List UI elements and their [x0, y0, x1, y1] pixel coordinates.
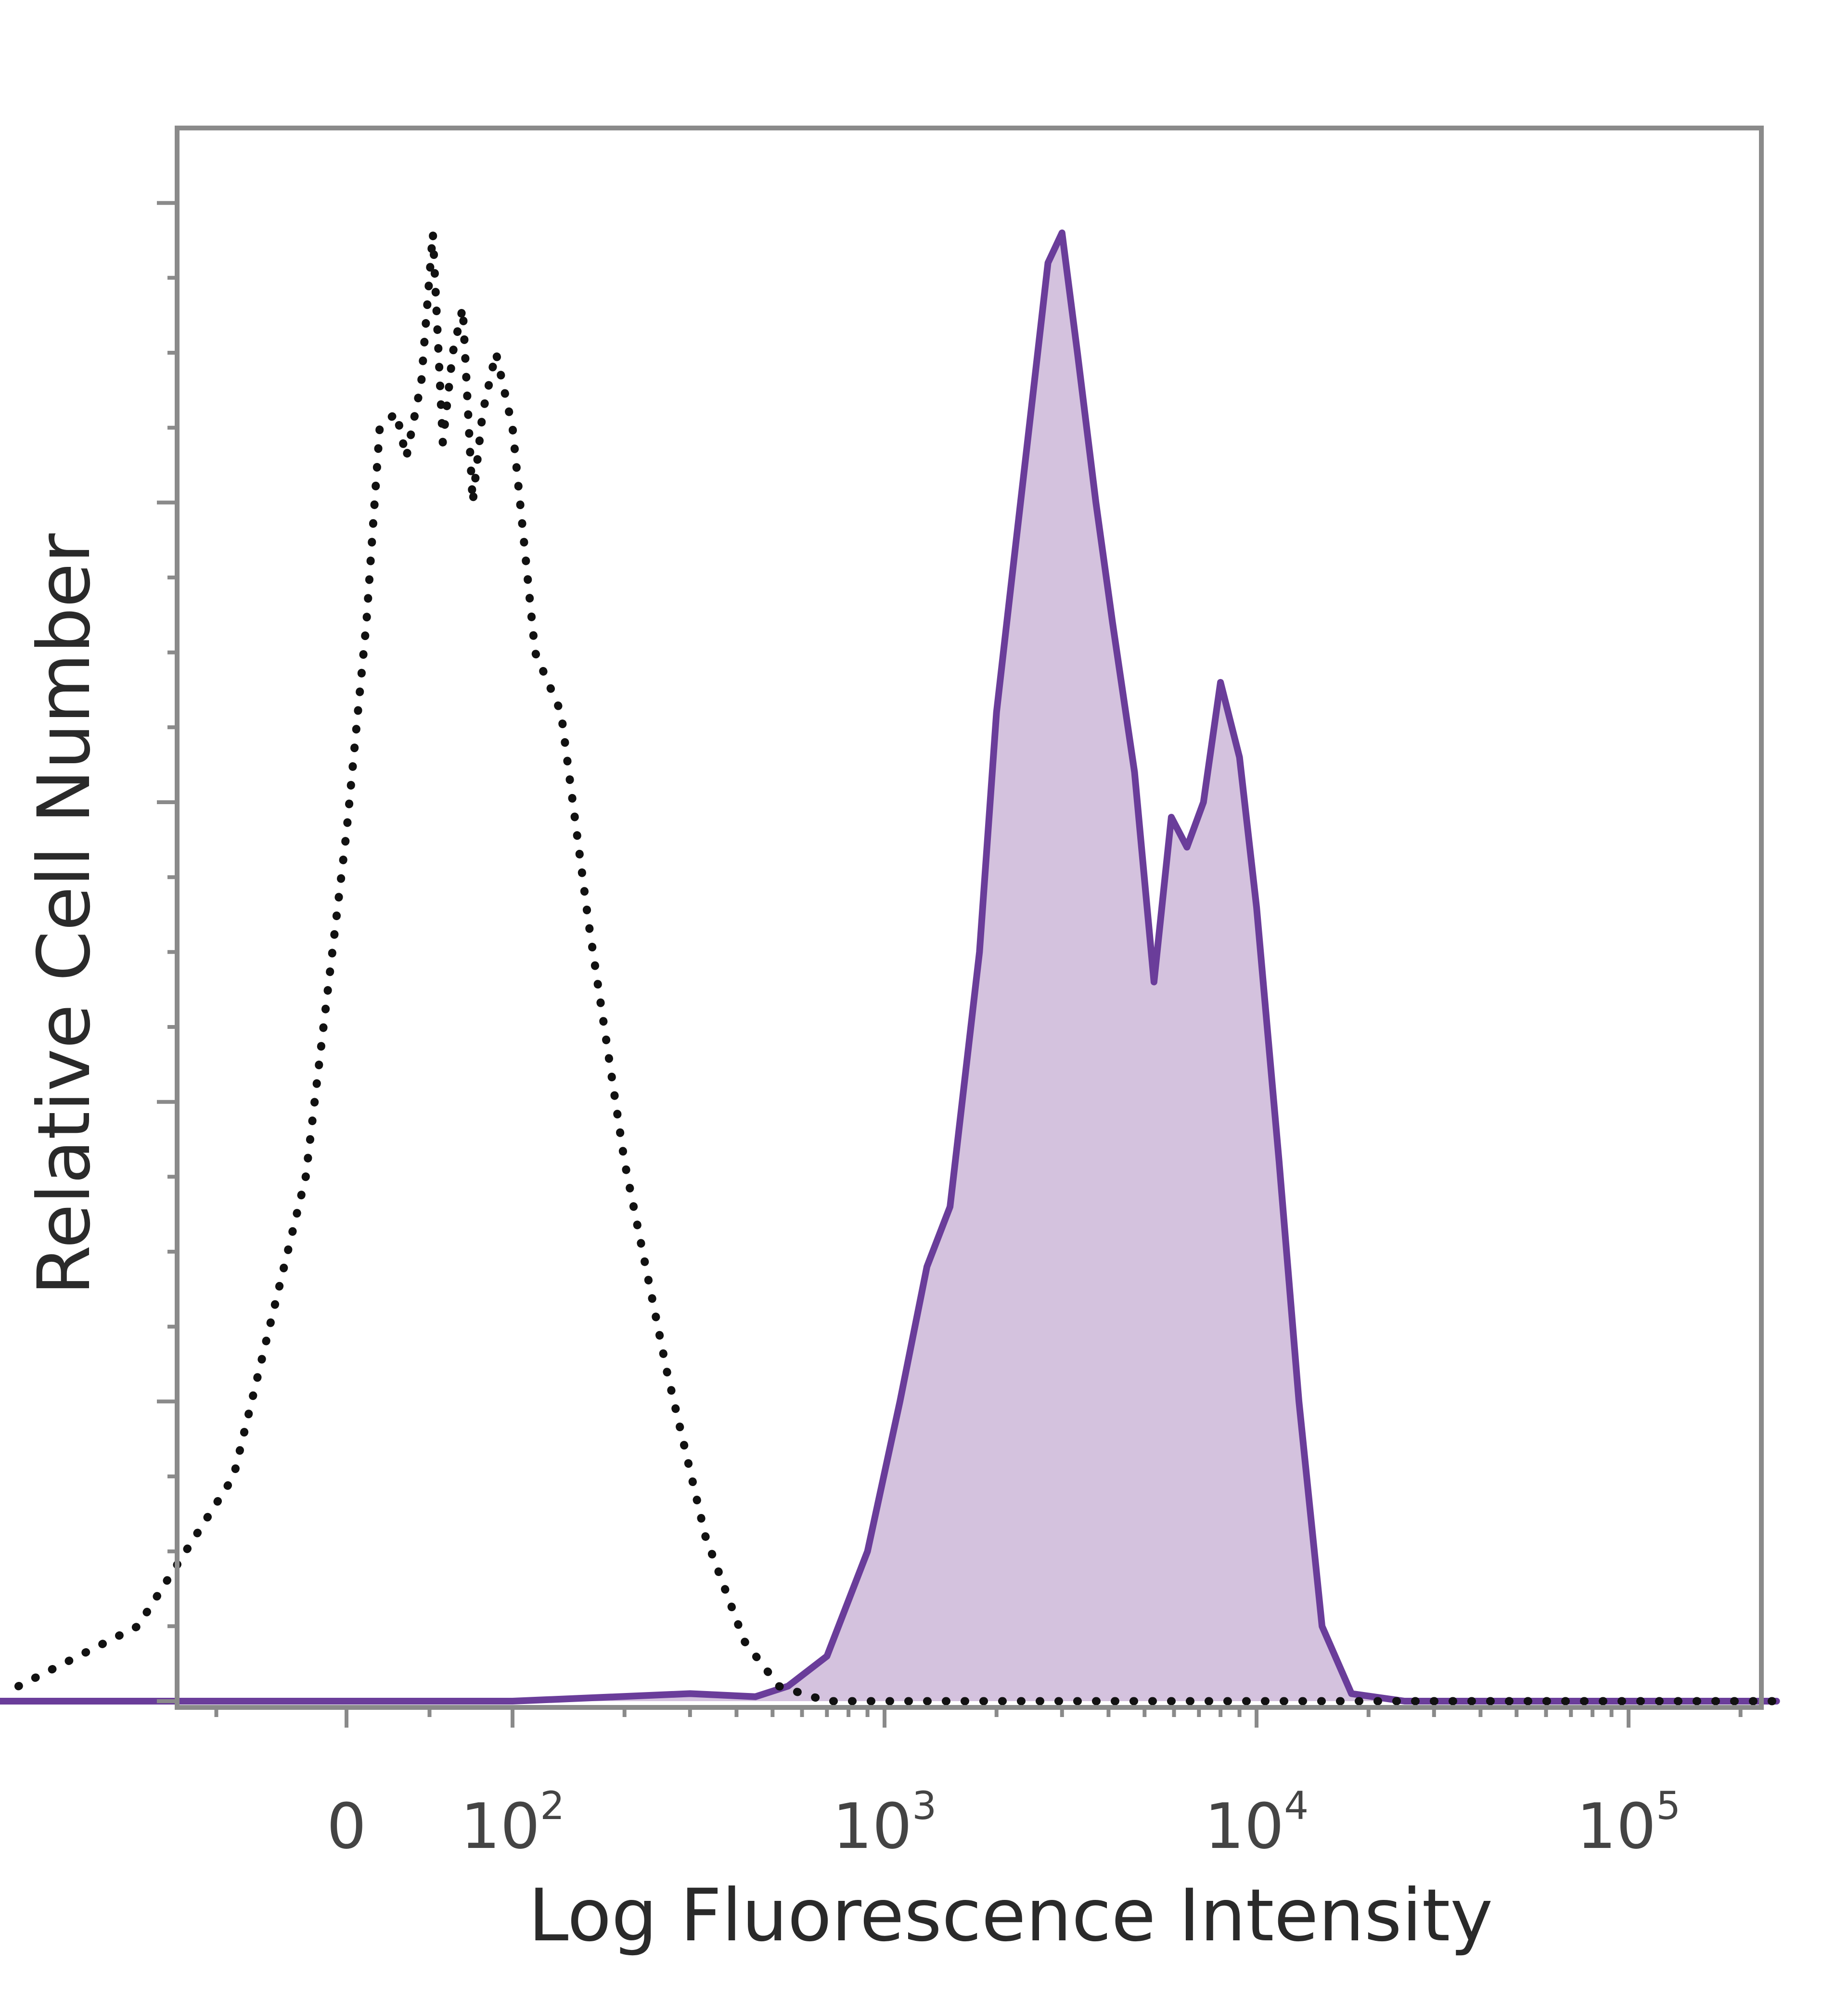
y-axis-title: Relative Cell Number: [23, 533, 106, 1295]
plot-frame: [175, 126, 1764, 1710]
filled-histogram-outline: [0, 229, 1780, 1705]
x-tick-label: 0: [327, 1790, 367, 1863]
x-tick-label: 105: [1577, 1783, 1681, 1863]
filled-histogram-area: [0, 232, 1777, 1701]
control-histogram-dotted: [14, 229, 1781, 1705]
x-tick-label: 102: [461, 1783, 565, 1863]
x-tick-label: 103: [833, 1783, 937, 1863]
x-axis-title: Log Fluorescence Intensity: [528, 1874, 1493, 1958]
series-layer: [0, 229, 1781, 1705]
x-tick-label: 104: [1205, 1783, 1309, 1863]
ticks-layer: 0 102 103 104 105: [157, 201, 1743, 1863]
